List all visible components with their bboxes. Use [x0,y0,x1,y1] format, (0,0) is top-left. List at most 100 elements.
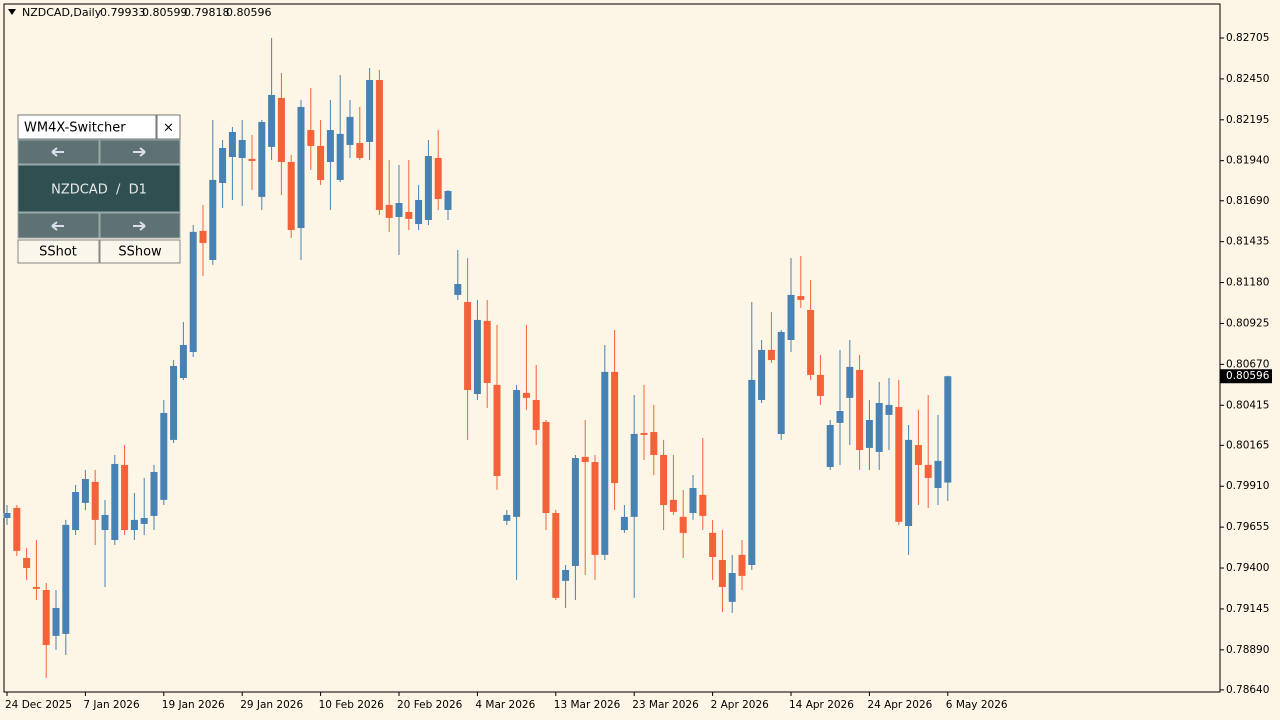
candle-body [650,432,658,455]
candle-body [640,432,648,435]
candle-body [297,106,305,229]
candle-body [797,296,805,300]
candle-body [787,294,795,340]
y-tick-label: 0.79655 [1226,521,1269,533]
candle-body [121,464,129,531]
y-tick-label: 0.81435 [1226,236,1269,248]
candle-body [238,139,246,158]
candle-body [287,161,295,230]
x-tick-label: 14 Apr 2026 [789,699,854,711]
candle-body [454,284,462,295]
sshot-label[interactable]: SShot [39,245,77,260]
candle-body [522,392,530,398]
candle-body [160,412,168,500]
x-tick-label: 7 Jan 2026 [83,699,140,711]
arrow-left [51,221,64,231]
candle-body [140,517,148,524]
y-tick-label: 0.82705 [1226,32,1269,44]
candle-body [699,494,707,516]
arrow-left [51,147,64,157]
y-tick-label: 0.80165 [1226,439,1269,451]
y-tick-label: 0.82195 [1226,114,1269,126]
y-tick-label: 0.78890 [1226,644,1269,656]
close-button[interactable] [156,114,181,140]
candle-body [434,157,442,200]
candle-body [660,454,668,506]
candle-body [934,460,942,489]
symbol-box [17,164,181,213]
candle-body [767,349,775,361]
y-tick-label: 0.78640 [1226,684,1269,696]
candle-body [336,133,344,180]
candle-body [562,569,570,581]
candle-body [415,199,423,225]
candle-body [836,411,844,423]
candle-body [42,590,50,646]
candle-body [3,513,11,518]
candle-body [777,331,785,434]
candle-body [170,365,178,440]
x-tick-label: 20 Feb 2026 [397,699,463,711]
candle-body [375,80,383,210]
candle-body [150,471,158,516]
y-tick-label: 0.80670 [1226,358,1269,370]
candle-body [32,586,40,589]
symbol-label: NZDCAD / D1 [51,183,147,198]
menu-triangle[interactable] [8,9,16,15]
x-tick-label: 2 Apr 2026 [711,699,770,711]
sshow-label[interactable]: SShow [118,245,162,260]
arrow-right [133,147,146,157]
panel-title-box [17,114,157,140]
plot-frame [3,3,1221,693]
sshow-button[interactable] [99,239,181,264]
candle-body [228,131,236,157]
candle-body [611,371,619,484]
x-tick-label: 10 Feb 2026 [319,699,385,711]
candle-body [601,371,609,555]
candle-body [179,344,187,378]
chart-title: NZDCAD,Daily [22,6,102,19]
candle-body [52,607,60,636]
header-close: 0.80596 [226,6,272,19]
candle-body [905,439,913,527]
candle-body [91,481,99,520]
candle-body [885,404,893,415]
switcher-panel: WM4X-Switcher × NZDCAD / D1 SShot SShow [17,114,181,264]
candle-body [669,499,677,512]
candle-body [807,309,815,375]
header-high: 0.80599 [142,6,188,19]
candle-body [72,492,80,531]
arrow-right [133,221,146,231]
x-tick-label: 29 Jan 2026 [240,699,303,711]
candle-body [346,116,354,145]
candle-body [679,516,687,533]
candle-body [532,399,540,430]
candle-body [111,463,119,540]
candle-body [748,379,756,565]
candle-body [503,514,511,521]
header-low: 0.79818 [184,6,230,19]
candle-body [483,320,491,383]
x-tick-label: 24 Dec 2025 [5,699,72,711]
candle-body [326,130,334,162]
candle-body [552,513,560,598]
close-label[interactable]: × [163,121,174,136]
candle-body [464,301,472,391]
candle-body [101,514,109,531]
candle-body [924,464,932,478]
candle-body [444,190,452,210]
candle-body [914,445,922,465]
y-tick-label: 0.81940 [1226,155,1269,167]
x-tick-label: 13 Mar 2026 [554,699,621,711]
candles [3,37,952,678]
candle-body [571,458,579,566]
candle-body [199,230,207,243]
candle-body [248,158,256,162]
candle-body [209,179,217,260]
candle-body [424,156,432,221]
x-tick-label: 6 May 2026 [946,699,1008,711]
candle-body [758,349,766,400]
sshot-button[interactable] [17,239,100,264]
candle-body [268,94,276,147]
